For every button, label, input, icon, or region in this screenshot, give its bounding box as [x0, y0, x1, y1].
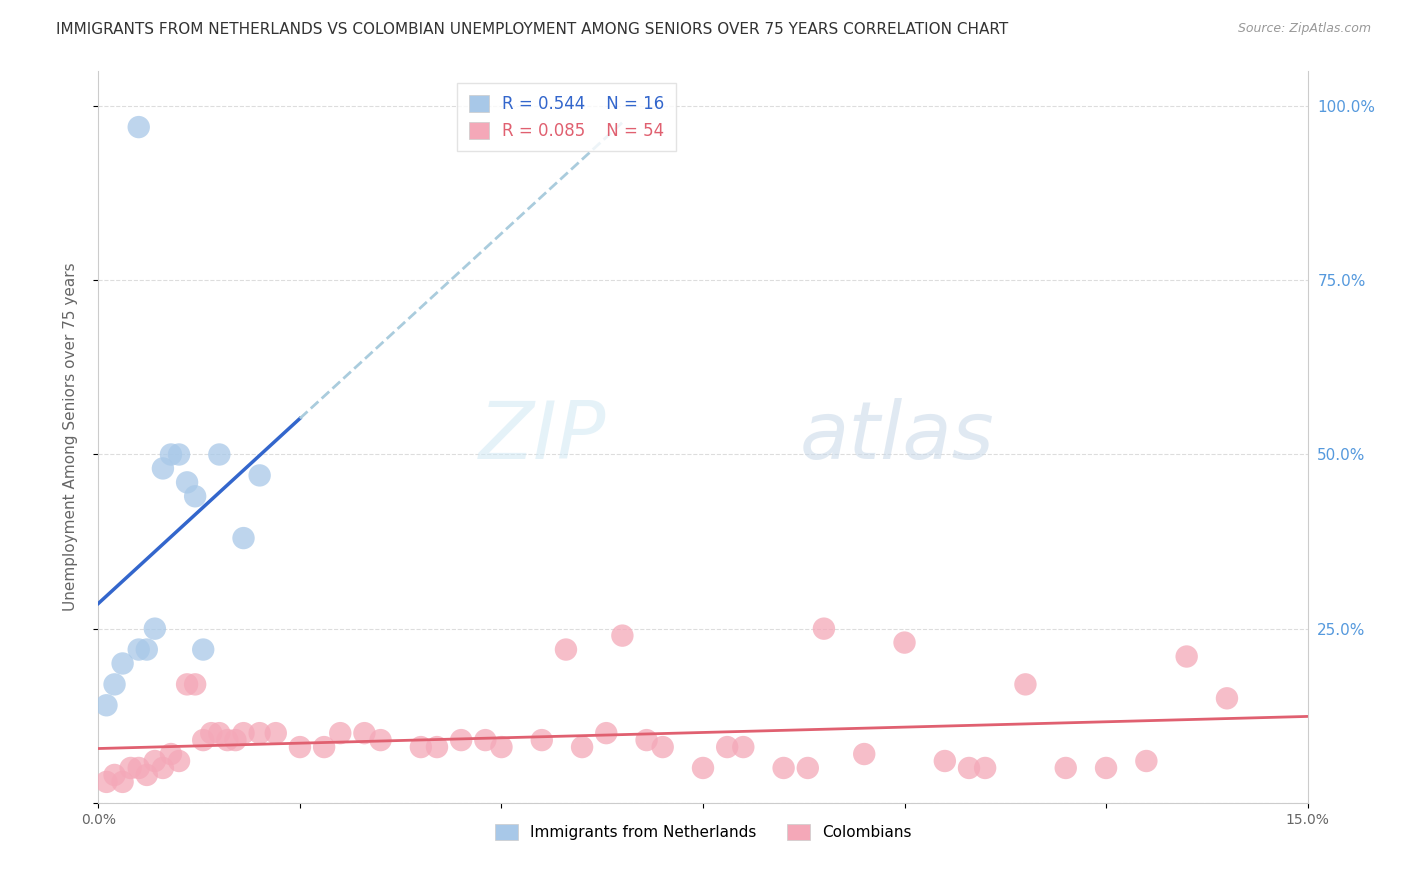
Point [103, 677, 125, 691]
Point [200, 726, 222, 740]
Point [474, 733, 496, 747]
Point [1095, 761, 1118, 775]
Point [96, 698, 118, 713]
Point [853, 747, 876, 761]
Point [555, 642, 578, 657]
Point [813, 622, 835, 636]
Point [893, 635, 915, 649]
Point [217, 733, 239, 747]
Point [329, 726, 352, 740]
Point [224, 733, 246, 747]
Point [288, 740, 311, 755]
Point [612, 629, 634, 643]
Point [957, 761, 980, 775]
Point [184, 489, 207, 503]
Point [733, 740, 755, 755]
Point [152, 461, 174, 475]
Text: atlas: atlas [800, 398, 994, 476]
Point [651, 740, 673, 755]
Point [1054, 761, 1077, 775]
Point [595, 726, 617, 740]
Point [232, 531, 254, 545]
Point [135, 642, 157, 657]
Point [176, 475, 198, 490]
Point [143, 754, 166, 768]
Point [232, 726, 254, 740]
Point [1014, 677, 1036, 691]
Point [143, 622, 166, 636]
Point [167, 754, 190, 768]
Point [193, 642, 215, 657]
Point [1175, 649, 1198, 664]
Point [160, 747, 183, 761]
Point [409, 740, 432, 755]
Point [193, 733, 215, 747]
Point [111, 657, 134, 671]
Point [974, 761, 997, 775]
Point [128, 761, 150, 775]
Point [716, 740, 738, 755]
Point [249, 726, 271, 740]
Point [797, 761, 820, 775]
Point [1135, 754, 1157, 768]
Point [934, 754, 956, 768]
Point [128, 642, 150, 657]
Point [96, 775, 118, 789]
Text: IMMIGRANTS FROM NETHERLANDS VS COLOMBIAN UNEMPLOYMENT AMONG SENIORS OVER 75 YEAR: IMMIGRANTS FROM NETHERLANDS VS COLOMBIAN… [56, 22, 1008, 37]
Point [208, 726, 231, 740]
Point [426, 740, 449, 755]
Point [184, 677, 207, 691]
Point [1216, 691, 1239, 706]
Point [353, 726, 375, 740]
Point [772, 761, 794, 775]
Point [636, 733, 658, 747]
Point [208, 448, 231, 462]
Text: Source: ZipAtlas.com: Source: ZipAtlas.com [1237, 22, 1371, 36]
Point [491, 740, 513, 755]
Point [152, 761, 174, 775]
Y-axis label: Unemployment Among Seniors over 75 years: Unemployment Among Seniors over 75 years [63, 263, 77, 611]
Point [160, 448, 183, 462]
Point [450, 733, 472, 747]
Point [249, 468, 271, 483]
Point [135, 768, 157, 782]
Point [314, 740, 336, 755]
Point [167, 448, 190, 462]
Point [264, 726, 287, 740]
Point [111, 775, 134, 789]
Point [692, 761, 714, 775]
Point [103, 768, 125, 782]
Point [571, 740, 593, 755]
Point [176, 677, 198, 691]
Legend: Immigrants from Netherlands, Colombians: Immigrants from Netherlands, Colombians [488, 818, 918, 847]
Point [120, 761, 142, 775]
Point [370, 733, 392, 747]
Point [128, 120, 150, 134]
Point [530, 733, 553, 747]
Text: ZIP: ZIP [479, 398, 606, 476]
